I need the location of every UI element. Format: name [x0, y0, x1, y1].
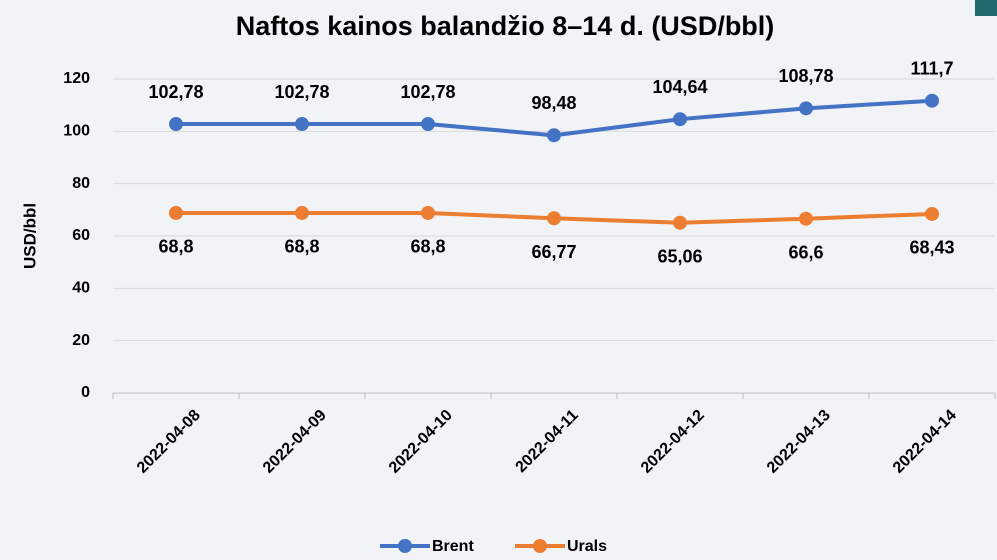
chart-title: Naftos kainos balandžio 8–14 d. (USD/bbl… [236, 11, 775, 41]
y-tick-label: 0 [81, 384, 90, 401]
data-point [925, 206, 939, 221]
data-point [421, 117, 435, 132]
y-tick-label: 20 [72, 332, 90, 349]
data-point [673, 215, 687, 230]
data-point [295, 117, 309, 132]
x-tick-label: 2022-04-09 [260, 407, 330, 477]
x-tick-label: 2022-04-10 [386, 407, 456, 477]
data-label: 66,6 [788, 242, 823, 262]
data-label: 102,78 [148, 82, 203, 102]
x-tick-label: 2022-04-13 [764, 407, 834, 477]
x-tick-label: 2022-04-12 [638, 407, 708, 477]
data-label: 68,8 [158, 237, 193, 257]
data-label: 102,78 [400, 82, 455, 102]
data-point [799, 101, 813, 116]
data-label: 98,48 [531, 93, 576, 113]
y-tick-label: 100 [63, 123, 90, 140]
data-point [295, 205, 309, 220]
x-tick-label: 2022-04-14 [890, 407, 960, 477]
data-label: 68,8 [284, 237, 319, 257]
data-label: 111,7 [910, 58, 953, 78]
legend-label: Urals [567, 538, 607, 555]
y-tick-label: 60 [72, 227, 90, 244]
y-tick-label: 120 [63, 70, 90, 87]
x-tick-label: 2022-04-08 [134, 407, 204, 477]
y-tick-label: 40 [72, 280, 90, 297]
legend-label: Brent [432, 538, 474, 555]
data-label: 66,77 [531, 242, 576, 262]
corner-decoration [975, 0, 997, 16]
data-label: 102,78 [274, 82, 329, 102]
y-tick-label: 80 [72, 175, 90, 192]
data-point [421, 205, 435, 220]
data-label: 108,78 [778, 66, 833, 86]
legend-marker [533, 539, 547, 553]
data-label: 68,8 [410, 237, 445, 257]
legend-marker [398, 539, 412, 553]
data-point [925, 93, 939, 108]
data-point [673, 112, 687, 127]
y-axis-label: USD/bbl [20, 203, 39, 269]
data-point [169, 205, 183, 220]
data-point [799, 211, 813, 226]
data-label: 65,06 [657, 247, 702, 267]
data-point [547, 128, 561, 143]
data-label: 68,43 [909, 238, 954, 258]
data-point [169, 117, 183, 132]
data-label: 104,64 [652, 77, 707, 97]
data-point [547, 211, 561, 226]
x-tick-label: 2022-04-11 [513, 407, 582, 476]
